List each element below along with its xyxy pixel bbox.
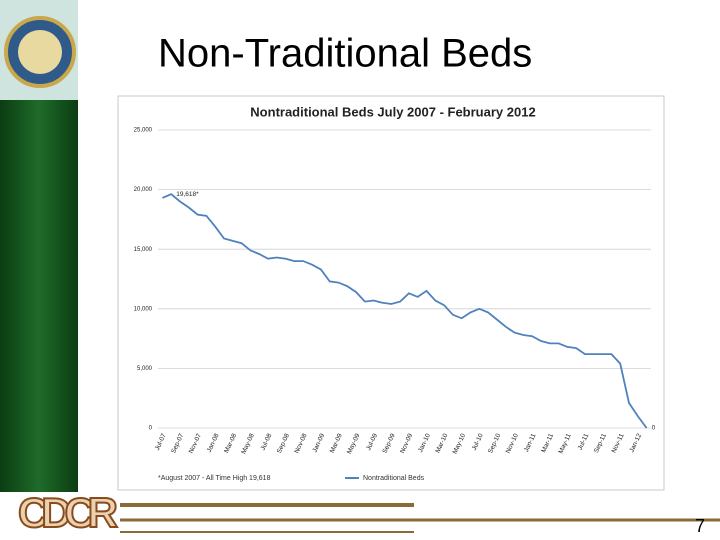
y-tick-label: 0 <box>149 426 153 432</box>
y-tick-label: 20,000 <box>134 187 153 193</box>
line <box>162 193 648 429</box>
legend-label: Nontraditional Beds <box>363 475 425 482</box>
slide-title: Non-Traditional Beds <box>158 32 532 76</box>
data-label: 0 <box>652 425 656 432</box>
seal-inner <box>18 30 62 74</box>
chart-title: Nontraditional Beds July 2007 - February… <box>250 104 535 119</box>
y-tick-label: 5,000 <box>137 366 153 372</box>
y-tick-label: 15,000 <box>134 247 153 253</box>
data-label: 19,618* <box>176 191 199 198</box>
y-tick-label: 10,000 <box>134 306 153 312</box>
page-number: 7 <box>695 516 705 536</box>
chart-frame <box>117 95 665 491</box>
logo-text: CDCR <box>18 489 118 536</box>
footnote: *August 2007 - All Time High 19,618 <box>158 475 271 482</box>
y-tick-label: 25,000 <box>134 128 153 134</box>
